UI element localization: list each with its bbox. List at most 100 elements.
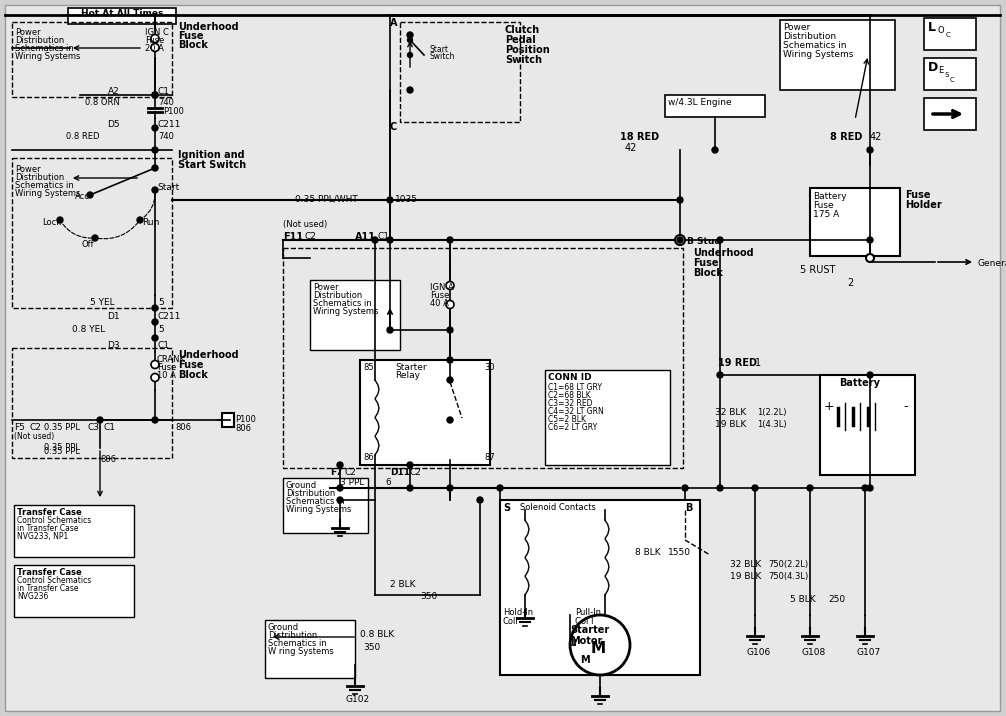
Text: 5: 5 <box>158 325 164 334</box>
Text: 1(4.3L): 1(4.3L) <box>757 420 787 429</box>
Bar <box>14 505 134 557</box>
Text: -: - <box>903 400 907 413</box>
Circle shape <box>137 217 143 223</box>
Text: Ignition and: Ignition and <box>178 150 244 160</box>
Text: in Transfer Case: in Transfer Case <box>17 584 78 593</box>
Text: Start: Start <box>430 45 449 54</box>
Circle shape <box>447 377 453 383</box>
Circle shape <box>152 305 158 311</box>
Text: G108: G108 <box>802 648 826 657</box>
Text: Run: Run <box>142 218 159 227</box>
Circle shape <box>446 301 454 309</box>
Circle shape <box>497 485 503 491</box>
Text: Schematics in: Schematics in <box>286 497 345 506</box>
Circle shape <box>867 237 873 243</box>
Text: IGN A: IGN A <box>430 283 454 292</box>
Text: D3: D3 <box>108 341 120 350</box>
Circle shape <box>151 360 159 369</box>
Text: 85: 85 <box>363 363 373 372</box>
Text: 19 BLK: 19 BLK <box>715 420 746 429</box>
Text: S: S <box>945 72 950 78</box>
Circle shape <box>152 417 158 423</box>
Text: Schematics in: Schematics in <box>268 639 327 648</box>
Text: C1: C1 <box>378 232 390 241</box>
Text: 0.8 RED: 0.8 RED <box>66 132 100 141</box>
Text: C: C <box>950 77 955 83</box>
Text: C3: C3 <box>88 423 100 432</box>
Text: Wiring Systems: Wiring Systems <box>783 50 853 59</box>
Text: CONN ID: CONN ID <box>548 373 592 382</box>
Circle shape <box>152 165 158 171</box>
Text: C4=32 LT GRN: C4=32 LT GRN <box>548 407 604 416</box>
Text: C5=2 BLK: C5=2 BLK <box>548 415 586 424</box>
Text: Hot At All Times: Hot At All Times <box>80 9 163 18</box>
Text: 1(2.2L): 1(2.2L) <box>757 408 787 417</box>
Text: G107: G107 <box>857 648 881 657</box>
Circle shape <box>866 254 874 262</box>
Text: C6=2 LT GRY: C6=2 LT GRY <box>548 423 598 432</box>
Text: Battery: Battery <box>839 378 880 388</box>
Text: Underhood: Underhood <box>178 22 238 32</box>
Circle shape <box>152 319 158 325</box>
Text: Clutch: Clutch <box>505 25 540 35</box>
Text: Fuse: Fuse <box>905 190 931 200</box>
Text: 19 RED: 19 RED <box>718 358 757 368</box>
Circle shape <box>372 237 378 243</box>
Circle shape <box>387 197 393 203</box>
Text: P100: P100 <box>163 107 184 116</box>
Text: Ground: Ground <box>286 481 317 490</box>
Text: G106: G106 <box>747 648 772 657</box>
Circle shape <box>407 87 413 93</box>
Text: Pull-In: Pull-In <box>575 608 601 617</box>
Text: Start Switch: Start Switch <box>178 160 246 170</box>
Text: 0.35 PPL: 0.35 PPL <box>44 443 80 452</box>
Circle shape <box>717 485 723 491</box>
Circle shape <box>682 485 688 491</box>
Circle shape <box>717 237 723 243</box>
Text: Schematics in: Schematics in <box>783 41 846 50</box>
Text: Fuse: Fuse <box>178 360 203 370</box>
Text: 20 A: 20 A <box>145 44 164 53</box>
Text: Fuse: Fuse <box>813 201 834 210</box>
Text: 6: 6 <box>385 478 390 487</box>
Circle shape <box>152 335 158 341</box>
Circle shape <box>151 44 159 52</box>
Circle shape <box>151 374 159 382</box>
Text: Relay: Relay <box>395 371 420 380</box>
Text: Fuse: Fuse <box>157 363 176 372</box>
Text: D1: D1 <box>108 312 120 321</box>
Circle shape <box>447 327 453 333</box>
Text: C3=32 RED: C3=32 RED <box>548 399 593 408</box>
Text: Block: Block <box>178 40 208 50</box>
Text: 3 PPL: 3 PPL <box>340 478 364 487</box>
Text: Start: Start <box>157 183 179 192</box>
Circle shape <box>447 357 453 363</box>
Text: Control Schematics: Control Schematics <box>17 576 92 585</box>
Bar <box>265 620 355 678</box>
Text: 0.8 YEL: 0.8 YEL <box>71 325 105 334</box>
Circle shape <box>152 147 158 153</box>
Text: 750(2.2L): 750(2.2L) <box>768 560 808 569</box>
Text: 30: 30 <box>484 363 495 372</box>
Text: NVG233, NP1: NVG233, NP1 <box>17 532 68 541</box>
Circle shape <box>867 147 873 153</box>
Circle shape <box>712 147 718 153</box>
Text: Transfer Case: Transfer Case <box>17 508 81 517</box>
Text: Distribution: Distribution <box>268 631 317 640</box>
Bar <box>665 95 765 117</box>
Circle shape <box>446 281 454 289</box>
Text: 0.35 PPL/WHT: 0.35 PPL/WHT <box>295 195 358 204</box>
Text: 350: 350 <box>420 592 438 601</box>
Text: 32 BLK: 32 BLK <box>730 560 762 569</box>
Text: A2: A2 <box>109 87 120 96</box>
Circle shape <box>407 462 413 468</box>
Text: C2: C2 <box>30 423 42 432</box>
Text: Off: Off <box>82 240 95 249</box>
Circle shape <box>752 485 758 491</box>
Text: 8 RED: 8 RED <box>830 132 862 142</box>
Text: D: D <box>928 61 939 74</box>
Text: M: M <box>591 641 607 656</box>
Text: Transfer Case: Transfer Case <box>17 568 81 577</box>
Text: CRANK: CRANK <box>157 355 186 364</box>
Text: C1: C1 <box>104 423 116 432</box>
